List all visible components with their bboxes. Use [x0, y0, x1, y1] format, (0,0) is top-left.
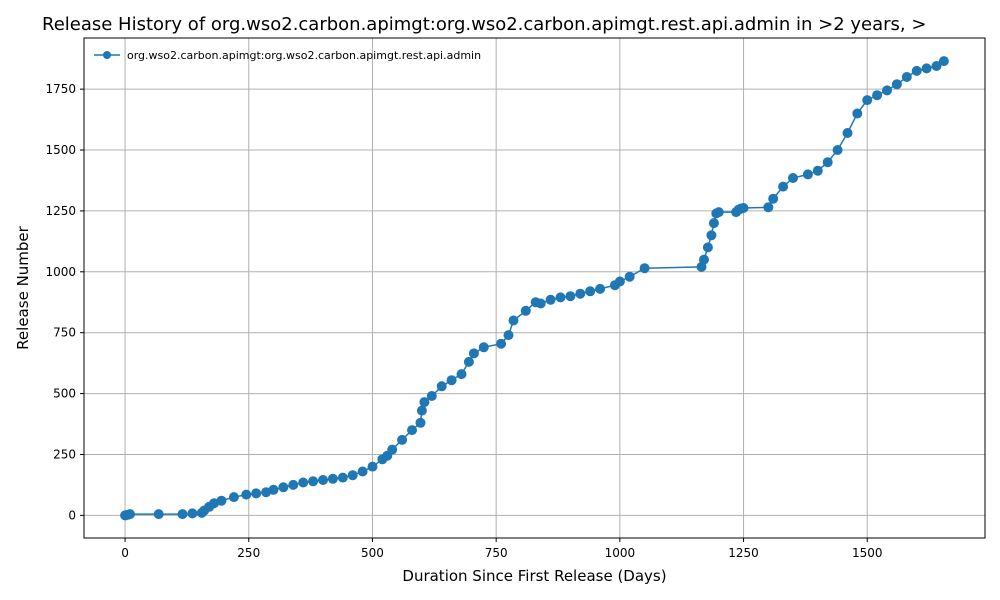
data-point — [555, 292, 566, 303]
y-tick-label: 1750 — [45, 82, 76, 96]
data-point — [468, 348, 479, 359]
y-tick-label: 250 — [53, 447, 76, 461]
data-point — [357, 466, 368, 477]
x-tick-label: 1500 — [852, 546, 883, 560]
data-point — [931, 61, 942, 71]
data-point — [508, 315, 519, 326]
data-point — [416, 405, 427, 416]
plot-frame — [83, 37, 986, 539]
data-point — [812, 165, 823, 176]
data-point — [268, 484, 279, 495]
data-point — [318, 475, 328, 485]
data-point — [187, 508, 198, 519]
data-point — [347, 470, 358, 481]
legend-marker-swatch — [103, 51, 111, 59]
data-point — [251, 488, 262, 499]
data-point — [778, 181, 789, 192]
data-point — [802, 169, 813, 180]
data-point — [842, 128, 853, 138]
y-tick-label: 1250 — [45, 204, 76, 218]
data-point — [308, 476, 319, 487]
data-point — [545, 294, 556, 305]
data-point — [822, 157, 833, 168]
data-point — [288, 479, 299, 490]
data-point — [436, 381, 447, 392]
data-point — [852, 108, 863, 119]
data-point — [535, 298, 546, 309]
data-point — [938, 56, 949, 67]
data-point — [228, 492, 239, 503]
data-point — [125, 509, 135, 520]
data-point — [419, 397, 430, 408]
data-point — [872, 90, 883, 101]
x-axis-title: Duration Since First Release (Days) — [402, 567, 666, 585]
data-point — [738, 203, 749, 213]
chart-title: Release History of org.wso2.carbon.apimg… — [42, 14, 926, 35]
x-tick-label: 0 — [121, 546, 129, 560]
x-tick-label: 250 — [237, 546, 260, 560]
data-point — [882, 85, 892, 96]
y-axis-title: Release Number — [14, 225, 32, 349]
x-tick-label: 750 — [485, 546, 508, 560]
y-tick-label: 0 — [68, 508, 76, 522]
data-point — [639, 263, 650, 274]
data-point — [426, 391, 437, 401]
data-point — [337, 472, 348, 483]
data-point — [520, 305, 531, 316]
y-tick-label: 500 — [53, 387, 76, 401]
data-point — [387, 444, 398, 455]
data-point — [298, 477, 309, 488]
data-point — [624, 271, 635, 282]
data-point — [463, 356, 474, 367]
data-point — [397, 434, 408, 445]
data-point — [565, 291, 576, 302]
data-point — [911, 65, 922, 76]
legend: org.wso2.carbon.apimgt:org.wso2.carbon.a… — [94, 49, 481, 62]
data-point — [216, 495, 227, 506]
legend-label: org.wso2.carbon.apimgt:org.wso2.carbon.a… — [127, 49, 481, 62]
data-point — [595, 283, 606, 294]
data-point — [367, 461, 378, 472]
data-point — [177, 509, 188, 520]
ticks: 0 250 500 750 1000 1250 1500 0 250 500 750 1000 1250… — [45, 82, 882, 560]
x-tick-label: 1250 — [728, 546, 759, 560]
data-point — [327, 473, 338, 484]
x-tick-label: 500 — [361, 546, 384, 560]
data-point — [503, 330, 514, 341]
data-point — [768, 193, 779, 204]
data-point — [832, 145, 843, 155]
y-tick-label: 1500 — [45, 143, 76, 157]
data-point — [713, 207, 724, 218]
data-point — [614, 276, 625, 287]
data-point — [788, 173, 798, 183]
data-point — [763, 202, 774, 213]
data-point — [415, 417, 426, 428]
data-point — [456, 369, 467, 380]
data-point — [585, 286, 596, 297]
data-point — [478, 342, 489, 353]
data-point — [921, 63, 932, 74]
data-point — [891, 79, 902, 90]
data-point — [702, 242, 713, 253]
y-tick-label: 750 — [53, 326, 76, 340]
data-point — [278, 482, 289, 493]
data-point — [699, 254, 709, 265]
data-point — [862, 95, 873, 106]
data-point — [241, 489, 252, 500]
series-layer — [120, 56, 949, 521]
data-point — [708, 218, 719, 229]
data-point — [706, 230, 717, 241]
data-point — [496, 338, 507, 349]
data-point — [153, 509, 164, 520]
data-point — [446, 375, 457, 386]
y-tick-label: 1000 — [45, 265, 76, 279]
data-point — [407, 425, 417, 436]
data-point — [901, 72, 912, 82]
x-tick-label: 1000 — [605, 546, 636, 560]
data-point — [575, 288, 586, 299]
